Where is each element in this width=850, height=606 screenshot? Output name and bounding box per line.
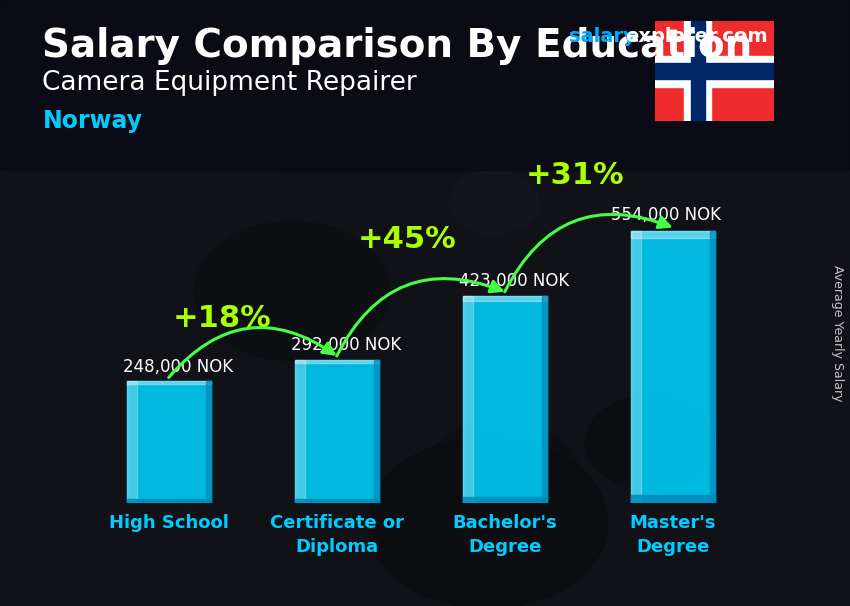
Bar	[631, 495, 715, 503]
Text: +45%: +45%	[358, 225, 456, 254]
Text: Salary Comparison By Education: Salary Comparison By Education	[42, 27, 753, 65]
Text: 423,000 NOK: 423,000 NOK	[459, 271, 570, 290]
Bar	[127, 381, 211, 503]
FancyArrowPatch shape	[505, 215, 670, 291]
Circle shape	[368, 438, 608, 606]
Bar	[541, 296, 547, 503]
Circle shape	[449, 170, 539, 235]
Bar	[127, 499, 211, 503]
Bar	[684, 21, 711, 121]
Text: Camera Equipment Repairer: Camera Equipment Repairer	[42, 70, 417, 96]
Text: salary: salary	[570, 27, 637, 46]
Bar	[654, 64, 774, 79]
Bar	[295, 360, 379, 364]
Bar	[462, 296, 473, 503]
Circle shape	[195, 221, 389, 361]
Bar	[127, 381, 211, 384]
Bar	[631, 231, 641, 503]
Circle shape	[586, 396, 717, 489]
Bar	[691, 21, 705, 121]
FancyArrowPatch shape	[337, 279, 502, 356]
Bar	[631, 231, 715, 503]
Bar	[127, 381, 137, 503]
Bar	[462, 497, 547, 503]
Circle shape	[422, 421, 581, 534]
Bar	[206, 381, 211, 503]
Bar	[295, 360, 379, 503]
Bar	[295, 360, 305, 503]
Bar	[710, 231, 715, 503]
Text: 292,000 NOK: 292,000 NOK	[292, 336, 401, 354]
Bar	[374, 360, 379, 503]
FancyArrowPatch shape	[168, 327, 334, 378]
Text: +31%: +31%	[526, 161, 625, 190]
Circle shape	[327, 116, 463, 213]
Text: +18%: +18%	[173, 304, 272, 333]
Circle shape	[204, 0, 475, 181]
Bar	[654, 56, 774, 87]
Bar	[462, 296, 547, 301]
Bar	[462, 296, 547, 503]
Bar	[0, 0, 850, 170]
Circle shape	[141, 434, 241, 505]
Text: 248,000 NOK: 248,000 NOK	[123, 358, 234, 376]
Text: Average Yearly Salary: Average Yearly Salary	[830, 265, 844, 402]
Text: explorer.com: explorer.com	[625, 27, 768, 46]
Bar	[631, 231, 715, 238]
Text: 554,000 NOK: 554,000 NOK	[611, 206, 721, 224]
Bar	[295, 499, 379, 503]
Text: Norway: Norway	[42, 109, 143, 133]
